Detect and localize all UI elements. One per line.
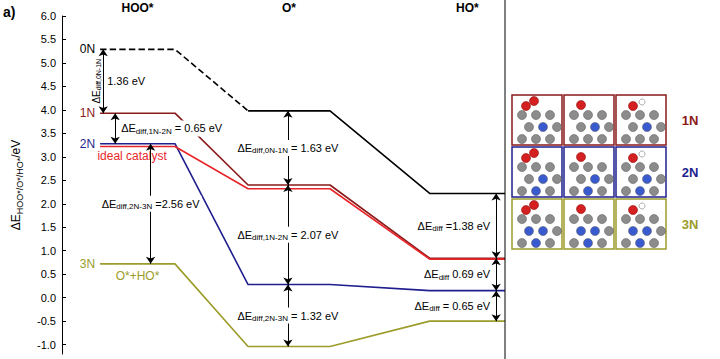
svg-text:6.0: 6.0 [41, 10, 56, 22]
svg-text:0.69 eV: 0.69 eV [449, 268, 491, 280]
svg-text:diff: diff [439, 273, 450, 282]
svg-text:diff,1N-2N: diff,1N-2N [136, 127, 172, 136]
svg-text:1.5: 1.5 [41, 221, 56, 233]
svg-text:HO*: HO* [456, 1, 479, 15]
svg-text:2.0: 2.0 [41, 198, 56, 210]
svg-text:3.5: 3.5 [41, 127, 56, 139]
svg-text:a): a) [3, 4, 15, 20]
svg-text:3N: 3N [80, 257, 95, 271]
svg-text:0N: 0N [80, 42, 95, 56]
svg-text:ΔE: ΔE [418, 220, 433, 232]
svg-text:ΔE: ΔE [237, 310, 252, 322]
svg-text:ΔE: ΔE [424, 268, 439, 280]
svg-text:diff,0N-1N: diff,0N-1N [95, 59, 102, 90]
svg-text:1.36 eV: 1.36 eV [107, 75, 146, 87]
svg-text:O*: O* [282, 1, 296, 15]
svg-text:ΔE: ΔE [237, 142, 252, 154]
svg-text:O*+HO*: O*+HO* [116, 269, 160, 283]
svg-text:5.0: 5.0 [41, 57, 56, 69]
svg-text:/eV: /eV [9, 140, 23, 158]
svg-text:diff: diff [432, 224, 443, 233]
svg-text:HOO*: HOO* [122, 1, 154, 15]
svg-text:ΔE: ΔE [414, 300, 429, 312]
svg-text:2.5: 2.5 [41, 174, 56, 186]
svg-text:1N: 1N [682, 113, 699, 128]
svg-text:2N: 2N [80, 137, 95, 151]
svg-text:5.5: 5.5 [41, 33, 56, 45]
svg-text:-1.0: -1.0 [37, 339, 56, 351]
svg-text:ideal catalyst: ideal catalyst [97, 149, 167, 163]
svg-text:2N: 2N [682, 165, 699, 180]
svg-text:0.5: 0.5 [41, 268, 56, 280]
svg-text:= 1.32 eV: = 1.32 eV [288, 310, 339, 322]
svg-text:diff,0N-1N: diff,0N-1N [252, 146, 288, 155]
svg-text:HOO*/O*/HO*: HOO*/O*/HO* [15, 157, 25, 214]
svg-text:=2.56 eV: =2.56 eV [152, 198, 200, 210]
svg-text:-0.5: -0.5 [37, 315, 56, 327]
svg-text:ΔE: ΔE [102, 198, 117, 210]
svg-text:diff,2N-3N: diff,2N-3N [252, 314, 288, 323]
svg-text:diff: diff [429, 304, 440, 313]
svg-text:4.5: 4.5 [41, 80, 56, 92]
svg-text:= 0.65 eV: = 0.65 eV [172, 122, 223, 134]
svg-text:ΔE: ΔE [91, 90, 102, 104]
svg-text:3N: 3N [682, 217, 699, 232]
svg-text:4.0: 4.0 [41, 104, 56, 116]
svg-text:diff,1N-2N: diff,1N-2N [252, 233, 288, 242]
svg-text:3.0: 3.0 [41, 151, 56, 163]
svg-text:= 1.63 eV: = 1.63 eV [288, 142, 339, 154]
svg-text:1.0: 1.0 [41, 245, 56, 257]
svg-text:0.0: 0.0 [41, 292, 56, 304]
svg-text:= 0.65 eV: = 0.65 eV [440, 300, 491, 312]
svg-text:ΔE: ΔE [9, 214, 23, 230]
svg-text:ΔE: ΔE [237, 229, 252, 241]
svg-text:ΔE: ΔE [121, 122, 136, 134]
svg-text:=1.38 eV: =1.38 eV [443, 220, 491, 232]
svg-text:= 2.07 eV: = 2.07 eV [288, 229, 339, 241]
svg-text:1N: 1N [80, 106, 95, 120]
svg-text:diff,2N-3N: diff,2N-3N [116, 202, 152, 211]
